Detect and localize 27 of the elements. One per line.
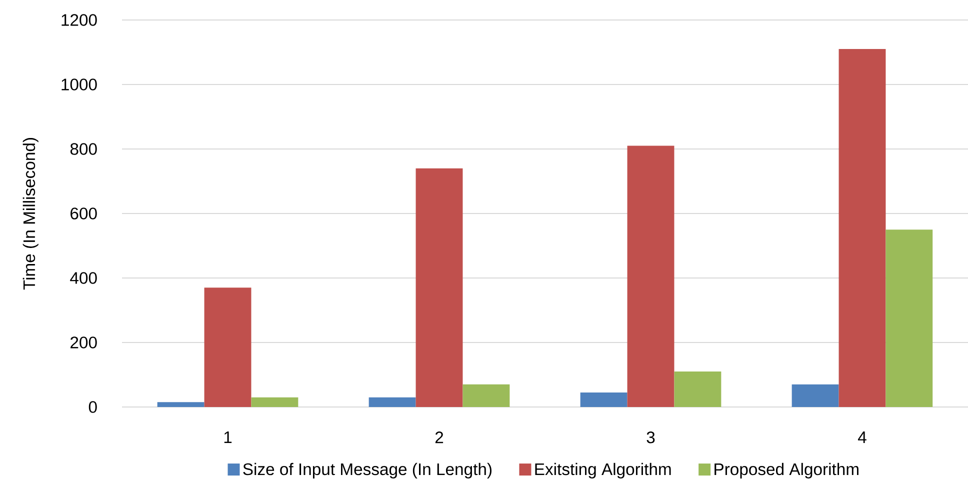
bar — [792, 384, 839, 407]
bar — [204, 288, 252, 407]
x-tick-label: 3 — [646, 432, 655, 444]
y-tick-label: 600 — [70, 208, 97, 220]
bar — [627, 146, 674, 407]
bar — [157, 402, 204, 407]
bar — [462, 384, 510, 407]
legend-label: Size of Input Message (In Length) — [243, 462, 492, 478]
y-axis-title: Time (In Millisecond) — [22, 138, 38, 290]
x-tick-label: 1 — [224, 431, 232, 443]
bar — [416, 168, 463, 407]
y-tick-label: 800 — [70, 143, 97, 155]
y-tick-label: 0 — [88, 401, 97, 413]
bar — [838, 49, 886, 407]
y-tick-label: 200 — [70, 336, 97, 348]
legend-label: Proposed Algorithm — [714, 462, 858, 478]
y-tick-label: 400 — [70, 272, 97, 284]
x-tick-label: 4 — [858, 431, 866, 443]
bar — [368, 397, 416, 407]
bar — [580, 392, 628, 407]
bar — [674, 372, 722, 407]
y-tick-label: 1200 — [62, 14, 97, 26]
legend-label: Exitsting Algorithm — [535, 462, 671, 478]
y-tick-label: 1000 — [62, 78, 97, 90]
x-tick-label: 2 — [435, 432, 444, 444]
bar — [251, 397, 298, 407]
bar — [886, 230, 933, 407]
